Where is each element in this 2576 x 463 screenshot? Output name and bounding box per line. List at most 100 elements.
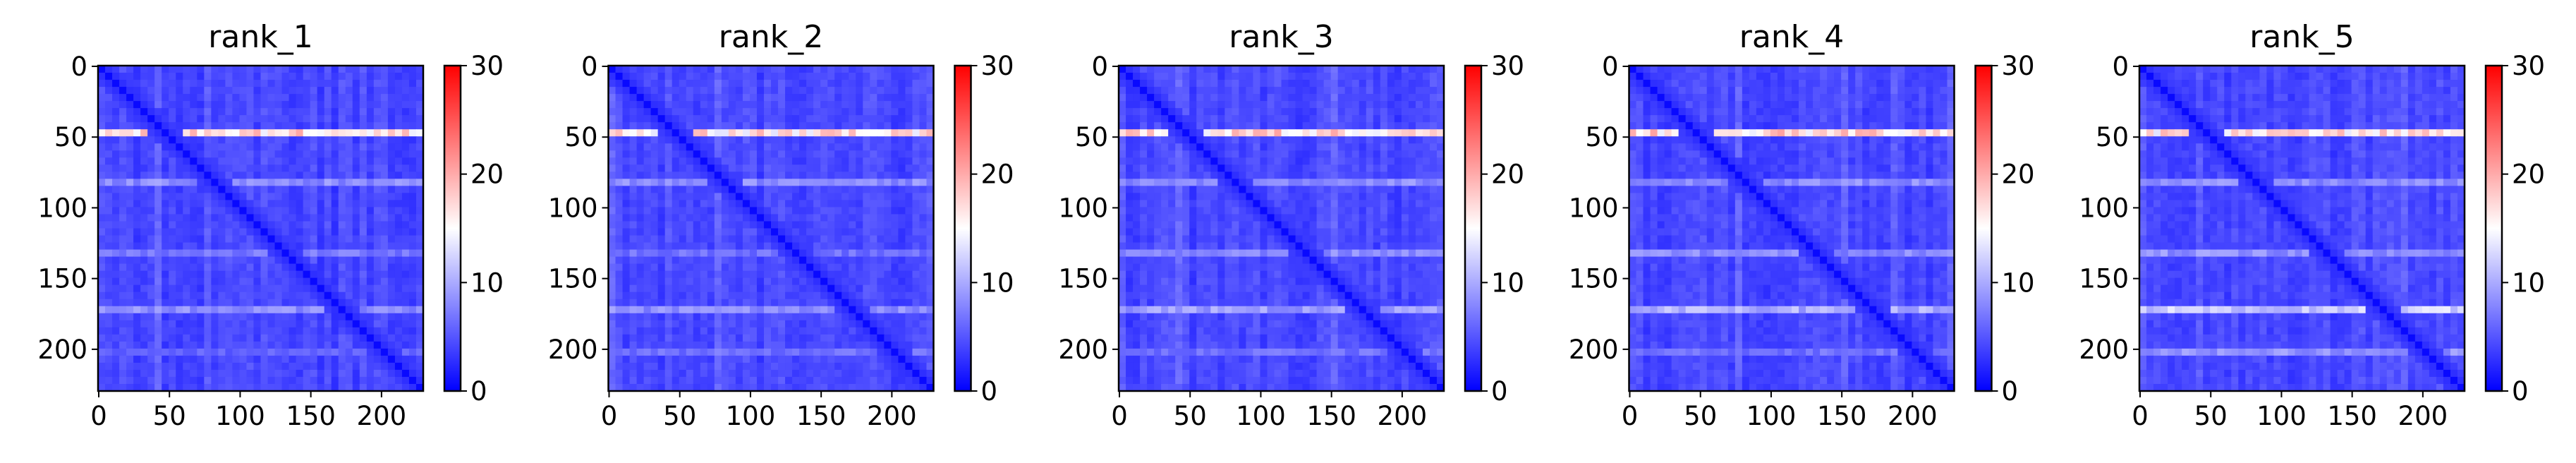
colorbar-tick-label: 0 xyxy=(2002,376,2019,407)
colorbar-tick-label: 20 xyxy=(981,160,1014,190)
y-tick-label: 100 xyxy=(1569,193,1619,223)
x-tick-label: 100 xyxy=(1746,401,1797,431)
x-tick-label: 50 xyxy=(2194,401,2228,431)
x-tick-label: 100 xyxy=(726,401,776,431)
y-tick-label: 50 xyxy=(1585,122,1618,152)
y-tick-label: 200 xyxy=(548,335,598,365)
colorbar: 0 10 20 30 xyxy=(2484,51,2545,407)
heatmap-frame xyxy=(97,64,425,392)
x-tick-label: 150 xyxy=(796,401,846,431)
colorbar-tick-label: 10 xyxy=(981,267,1014,298)
colorbar-gradient xyxy=(2486,66,2502,391)
x-tick-label: 0 xyxy=(90,401,107,431)
x-tick-label: 0 xyxy=(2132,401,2149,431)
y-tick-label: 200 xyxy=(1058,335,1108,365)
y-tick-label: 0 xyxy=(1091,52,1108,82)
colorbar: 0 10 20 30 xyxy=(1974,51,2035,407)
x-tick-label: 50 xyxy=(1684,401,1717,431)
panel-3: rank_3 0 50 100 150 200 0 50 100 150 200 0 10 20 30 xyxy=(1058,19,1524,431)
panel-title: rank_1 xyxy=(208,19,312,55)
colorbar-tick-label: 10 xyxy=(2002,267,2035,298)
panel-title: rank_5 xyxy=(2249,19,2354,55)
x-tick-label: 0 xyxy=(601,401,618,431)
colorbar-tick-label: 30 xyxy=(2512,51,2545,81)
panel-1: rank_1 0 50 100 150 200 0 50 100 150 200 0 10 20 30 xyxy=(37,19,504,431)
y-tick-label: 100 xyxy=(37,193,87,223)
x-tick-label: 0 xyxy=(1111,401,1128,431)
y-tick-label: 200 xyxy=(1569,335,1619,365)
colorbar-tick-label: 0 xyxy=(470,376,487,407)
panel-title: rank_2 xyxy=(719,19,823,55)
x-tick-label: 200 xyxy=(1378,401,1428,431)
y-tick-label: 50 xyxy=(2096,122,2129,152)
colorbar: 0 10 20 30 xyxy=(1464,51,1524,407)
heatmap-frame xyxy=(1117,64,1445,392)
x-tick-label: 100 xyxy=(215,401,265,431)
panel-5: rank_5 0 50 100 150 200 0 50 100 150 200 0 10 20 30 xyxy=(2079,19,2545,431)
x-tick-label: 200 xyxy=(867,401,917,431)
colorbar-tick-label: 20 xyxy=(470,160,504,190)
y-tick-label: 200 xyxy=(37,335,87,365)
x-tick-label: 50 xyxy=(1174,401,1207,431)
x-tick-label: 100 xyxy=(2256,401,2307,431)
x-tick-label: 200 xyxy=(2398,401,2448,431)
heatmap xyxy=(98,66,424,392)
panel-title: rank_3 xyxy=(1229,19,1333,55)
colorbar-frame xyxy=(1974,64,1993,392)
y-tick-label: 50 xyxy=(54,122,87,152)
colorbar-tick-label: 20 xyxy=(2002,160,2035,190)
y-tick-label: 50 xyxy=(564,122,597,152)
colorbar-frame xyxy=(443,64,462,392)
colorbar-tick-label: 30 xyxy=(470,51,504,81)
x-tick-label: 150 xyxy=(2327,401,2377,431)
y-tick-label: 150 xyxy=(548,264,598,294)
colorbar: 0 10 20 30 xyxy=(443,51,504,407)
heatmap xyxy=(1119,66,1445,392)
x-tick-label: 50 xyxy=(153,401,186,431)
panel-title: rank_4 xyxy=(1739,19,1844,55)
y-tick-label: 0 xyxy=(581,52,598,82)
x-tick-label: 150 xyxy=(1306,401,1356,431)
y-tick-label: 150 xyxy=(37,264,87,294)
colorbar-gradient xyxy=(444,66,461,391)
y-tick-label: 100 xyxy=(1058,193,1108,223)
x-tick-label: 100 xyxy=(1236,401,1286,431)
x-tick-label: 200 xyxy=(357,401,407,431)
heatmap xyxy=(2139,66,2465,392)
colorbar-tick-label: 20 xyxy=(1491,160,1524,190)
colorbar-gradient xyxy=(954,66,971,391)
colorbar-frame xyxy=(2484,64,2503,392)
heatmap xyxy=(608,66,935,392)
y-tick-label: 100 xyxy=(548,193,598,223)
colorbar-gradient xyxy=(1465,66,1481,391)
colorbar-tick-label: 20 xyxy=(2512,160,2545,190)
panel-2: rank_2 0 50 100 150 200 0 50 100 150 200 0 10 20 30 xyxy=(548,19,1014,431)
x-tick-label: 50 xyxy=(663,401,696,431)
x-tick-label: 150 xyxy=(1817,401,1867,431)
colorbar-tick-label: 0 xyxy=(1491,376,1508,407)
colorbar-tick-label: 10 xyxy=(2512,267,2545,298)
y-tick-label: 0 xyxy=(2112,52,2129,82)
panel-4: rank_4 0 50 100 150 200 0 50 100 150 200 0 10 20 30 xyxy=(1569,19,2035,431)
colorbar-tick-label: 30 xyxy=(1491,51,1524,81)
colorbar-tick-label: 10 xyxy=(470,267,504,298)
y-tick-label: 150 xyxy=(2079,264,2129,294)
y-tick-label: 200 xyxy=(2079,335,2129,365)
colorbar-frame xyxy=(954,64,972,392)
colorbar-tick-label: 30 xyxy=(2002,51,2035,81)
heatmap-frame xyxy=(1628,64,1955,392)
heatmap-frame xyxy=(2138,64,2466,392)
colorbar-tick-label: 30 xyxy=(981,51,1014,81)
colorbar-tick-label: 0 xyxy=(2512,376,2529,407)
x-tick-label: 0 xyxy=(1622,401,1639,431)
colorbar-tick-label: 0 xyxy=(981,376,998,407)
y-tick-label: 50 xyxy=(1075,122,1108,152)
y-tick-label: 100 xyxy=(2079,193,2129,223)
heatmap-frame xyxy=(607,64,935,392)
x-tick-label: 200 xyxy=(1888,401,1938,431)
colorbar-gradient xyxy=(1975,66,1992,391)
colorbar: 0 10 20 30 xyxy=(954,51,1014,407)
y-tick-label: 0 xyxy=(1602,52,1619,82)
heatmap xyxy=(1629,66,1955,392)
